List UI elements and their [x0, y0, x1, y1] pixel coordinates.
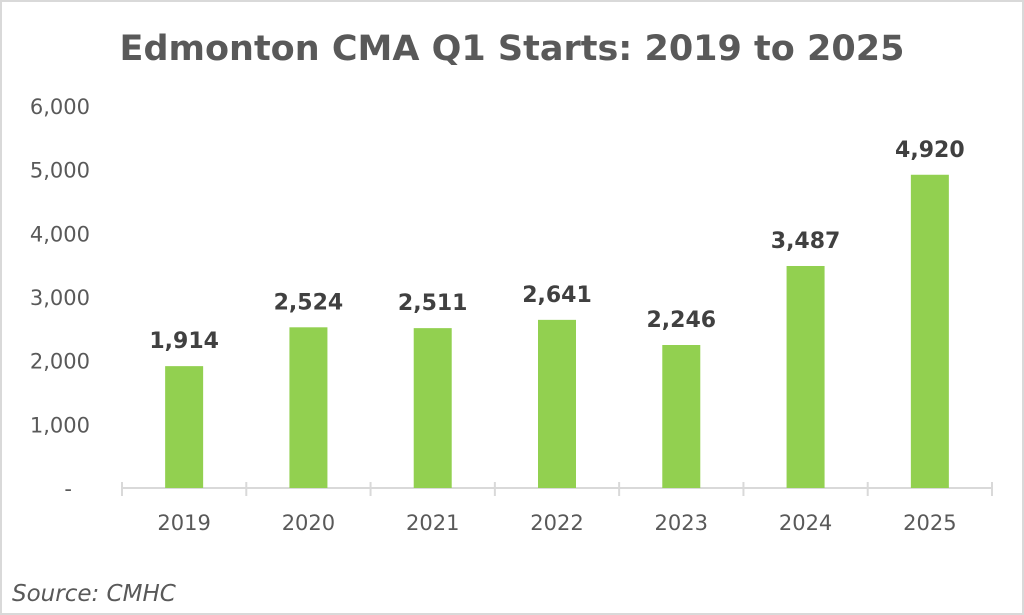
- x-axis: 2019 2020 2021 2022 2023 2024 2025: [121, 482, 993, 535]
- data-label-2019: 1,914: [149, 329, 219, 354]
- data-label-2025: 4,920: [895, 138, 965, 163]
- x-tick-label: 2025: [903, 511, 956, 535]
- bar-2020: [289, 327, 328, 488]
- chart-title: Edmonton CMA Q1 Starts: 2019 to 2025: [120, 29, 905, 69]
- y-tick-label: 4,000: [30, 222, 90, 246]
- y-tick-label: 3,000: [30, 286, 90, 310]
- data-label-2022: 2,641: [522, 283, 592, 308]
- y-tick-label: 2,000: [30, 350, 90, 374]
- y-tick-label: 5,000: [30, 159, 90, 183]
- x-tick-label: 2019: [157, 511, 210, 535]
- x-tick-label: 2021: [406, 511, 459, 535]
- bars: [165, 174, 949, 488]
- bar-2024: [786, 265, 825, 488]
- data-labels: 1,914 2,524 2,511 2,641 2,246 3,487 4,920: [149, 138, 964, 354]
- y-tick-label: 1,000: [30, 413, 90, 437]
- y-tick-label: 6,000: [30, 95, 90, 119]
- y-axis: - 1,000 2,000 3,000 4,000 5,000 6,000: [30, 95, 90, 501]
- data-label-2021: 2,511: [398, 291, 468, 316]
- source-note: Source: CMHC: [12, 581, 176, 607]
- x-tick-label: 2024: [779, 511, 832, 535]
- data-label-2020: 2,524: [274, 290, 344, 315]
- bar-2022: [538, 319, 576, 488]
- x-tick-label: 2023: [655, 511, 708, 535]
- x-tick-label: 2022: [530, 511, 583, 535]
- data-label-2023: 2,246: [646, 308, 716, 333]
- bar-2021: [413, 328, 452, 488]
- bar-2023: [662, 345, 701, 488]
- x-tick-label: 2020: [282, 511, 335, 535]
- bar-2025: [910, 174, 949, 488]
- y-tick-label: -: [64, 477, 72, 501]
- bar-2019: [165, 366, 204, 488]
- data-label-2024: 3,487: [771, 229, 841, 254]
